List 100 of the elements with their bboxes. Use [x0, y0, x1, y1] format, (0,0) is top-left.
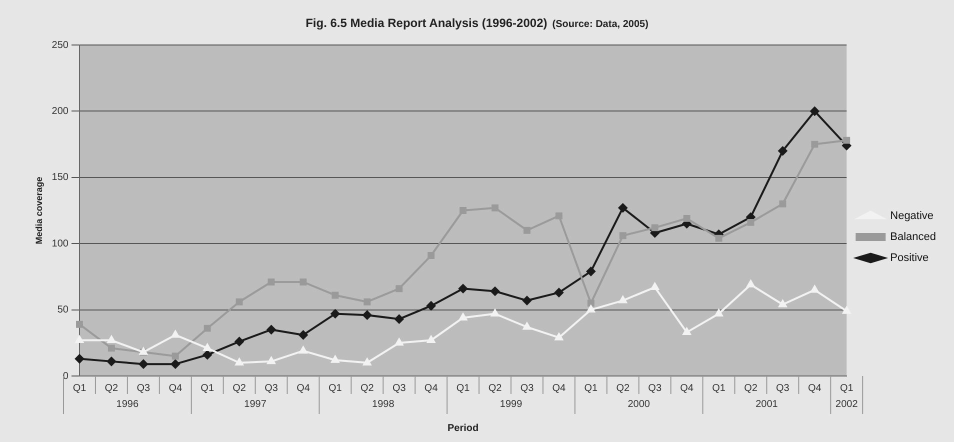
- point: [172, 352, 179, 360]
- point: [747, 218, 754, 226]
- point: [682, 328, 691, 336]
- point: [394, 314, 404, 324]
- point: [683, 214, 690, 222]
- point: [778, 146, 788, 156]
- y-tick-label: 100: [52, 238, 69, 250]
- point: [202, 350, 212, 360]
- x-tick-label: Q3: [776, 382, 790, 394]
- x-tick-label: Q3: [264, 382, 278, 394]
- point: [204, 324, 211, 332]
- point: [492, 204, 498, 212]
- point: [714, 309, 723, 317]
- point: [490, 286, 500, 296]
- y-tick-label: 50: [57, 304, 69, 316]
- point: [810, 106, 820, 116]
- point: [266, 325, 276, 334]
- point: [842, 306, 851, 314]
- point: [524, 226, 530, 234]
- point: [843, 136, 850, 144]
- x-tick-label: Q3: [392, 382, 406, 394]
- point: [76, 320, 83, 328]
- point: [268, 278, 275, 286]
- text: 2002: [836, 398, 858, 410]
- point: [362, 310, 372, 320]
- point: [331, 356, 340, 363]
- point: [106, 356, 116, 366]
- chart-subtitle: (Source: Data, 2005): [552, 19, 648, 30]
- point: [236, 298, 243, 306]
- x-axis-title: Period: [447, 422, 479, 434]
- point: [555, 212, 562, 220]
- y-tick-label: 150: [52, 172, 69, 184]
- x-tick-label: Q4: [808, 382, 822, 394]
- legend-label: Positive: [890, 252, 929, 264]
- x-tick-label: Q4: [680, 382, 694, 394]
- point: [235, 358, 244, 366]
- y-tick-label: 200: [52, 106, 69, 117]
- point: [619, 232, 626, 240]
- point: [460, 207, 467, 214]
- point: [811, 140, 818, 148]
- point: [74, 354, 84, 364]
- point: [650, 282, 659, 290]
- point: [330, 309, 340, 318]
- point: [428, 252, 435, 259]
- point: [586, 305, 595, 313]
- point: [554, 288, 564, 298]
- point: [490, 309, 500, 317]
- point: [332, 292, 339, 299]
- x-tick-label: Q2: [488, 382, 502, 394]
- point: [458, 284, 468, 294]
- point: [778, 300, 787, 308]
- y-axis-title: Media coverage: [34, 176, 44, 244]
- point: [779, 200, 786, 208]
- x-tick-label: Q2: [104, 382, 119, 394]
- point: [363, 358, 372, 366]
- x-tick-label: Q2: [744, 382, 758, 394]
- x-tick-label: Q2: [232, 382, 246, 394]
- text: 1996: [116, 398, 139, 410]
- x-tick-label: Q4: [168, 382, 182, 394]
- point: [587, 300, 594, 307]
- x-tick-label: Q1: [328, 382, 342, 394]
- point: [746, 280, 755, 288]
- legend-label: Negative: [890, 210, 934, 222]
- point: [396, 285, 403, 292]
- point: [554, 333, 563, 340]
- x-tick-label: Q4: [552, 382, 566, 394]
- y-tick-label: 250: [52, 40, 69, 51]
- text: 1998: [372, 398, 395, 410]
- point: [459, 313, 468, 320]
- x-tick-label: Q2: [616, 382, 630, 394]
- x-tick-label: Q1: [200, 382, 214, 394]
- point: [651, 224, 658, 232]
- x-tick-label: Q1: [584, 382, 598, 394]
- text: 1997: [244, 398, 267, 410]
- x-tick-label: Q3: [520, 382, 534, 394]
- point: [267, 356, 276, 364]
- x-tick-label: Q1: [456, 382, 470, 394]
- x-tick-label: Q3: [136, 382, 151, 394]
- point: [395, 338, 404, 346]
- text: 2000: [628, 398, 650, 410]
- x-tick-label: Q2: [360, 382, 374, 394]
- point: [108, 344, 115, 352]
- point: [522, 322, 532, 330]
- point: [364, 298, 371, 306]
- point: [171, 330, 180, 338]
- point: [427, 336, 436, 343]
- point: [170, 360, 180, 369]
- point: [715, 234, 722, 242]
- text: 2001: [756, 398, 778, 410]
- legend-label: Balanced: [890, 231, 936, 244]
- point: [107, 336, 116, 343]
- point: [234, 337, 244, 346]
- x-tick-label: Q4: [424, 382, 438, 394]
- point: [138, 360, 148, 369]
- point: [618, 296, 627, 304]
- point: [810, 285, 819, 293]
- x-tick-label: Q3: [648, 382, 662, 394]
- point: [75, 336, 84, 343]
- point: [522, 296, 532, 306]
- point: [298, 330, 308, 340]
